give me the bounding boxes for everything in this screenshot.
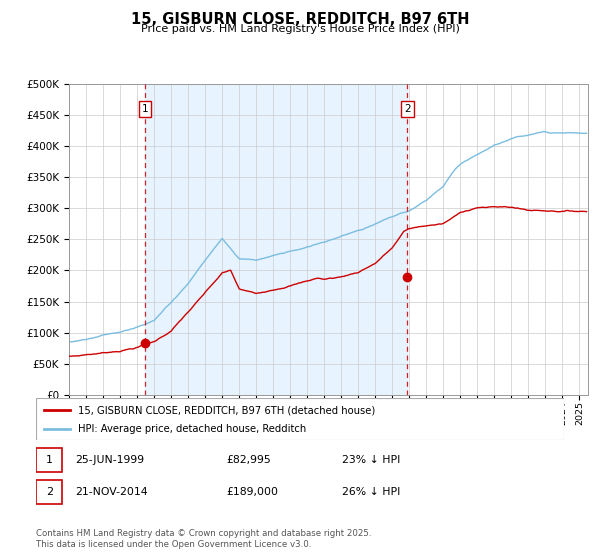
Text: 15, GISBURN CLOSE, REDDITCH, B97 6TH: 15, GISBURN CLOSE, REDDITCH, B97 6TH bbox=[131, 12, 469, 27]
Text: 1: 1 bbox=[142, 104, 148, 114]
Text: 25-JUN-1999: 25-JUN-1999 bbox=[76, 455, 145, 465]
Text: 2: 2 bbox=[404, 104, 411, 114]
FancyBboxPatch shape bbox=[36, 480, 62, 505]
Text: Price paid vs. HM Land Registry's House Price Index (HPI): Price paid vs. HM Land Registry's House … bbox=[140, 24, 460, 34]
Text: £82,995: £82,995 bbox=[226, 455, 271, 465]
Text: HPI: Average price, detached house, Redditch: HPI: Average price, detached house, Redd… bbox=[78, 424, 307, 434]
Text: 2: 2 bbox=[46, 487, 53, 497]
Text: £189,000: £189,000 bbox=[226, 487, 278, 497]
Text: 23% ↓ HPI: 23% ↓ HPI bbox=[342, 455, 401, 465]
Text: 15, GISBURN CLOSE, REDDITCH, B97 6TH (detached house): 15, GISBURN CLOSE, REDDITCH, B97 6TH (de… bbox=[78, 405, 376, 415]
FancyBboxPatch shape bbox=[36, 448, 62, 472]
FancyBboxPatch shape bbox=[36, 398, 564, 440]
Text: 26% ↓ HPI: 26% ↓ HPI bbox=[342, 487, 401, 497]
Bar bbox=[145, 84, 407, 395]
Text: Contains HM Land Registry data © Crown copyright and database right 2025.
This d: Contains HM Land Registry data © Crown c… bbox=[36, 529, 371, 549]
Text: 21-NOV-2014: 21-NOV-2014 bbox=[76, 487, 148, 497]
Text: 1: 1 bbox=[46, 455, 53, 465]
